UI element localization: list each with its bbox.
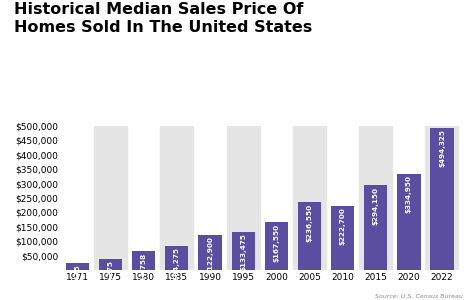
Text: $167,550: $167,550 bbox=[273, 224, 279, 262]
Text: $494,325: $494,325 bbox=[439, 129, 445, 167]
Bar bbox=[397, 173, 421, 270]
Bar bbox=[265, 222, 288, 270]
Bar bbox=[293, 126, 326, 270]
Bar bbox=[359, 126, 392, 270]
Text: $222,700: $222,700 bbox=[340, 208, 345, 245]
Text: $23,475: $23,475 bbox=[74, 264, 80, 297]
Text: Source: U.S. Census Bureau: Source: U.S. Census Bureau bbox=[375, 293, 463, 298]
Bar bbox=[198, 235, 222, 270]
Bar bbox=[132, 251, 155, 270]
Text: $64,758: $64,758 bbox=[141, 253, 146, 286]
Bar bbox=[94, 126, 127, 270]
Bar bbox=[165, 246, 189, 270]
Bar bbox=[160, 126, 193, 270]
Bar bbox=[227, 126, 260, 270]
Text: $236,550: $236,550 bbox=[307, 204, 313, 242]
Bar bbox=[232, 232, 255, 270]
Text: $334,950: $334,950 bbox=[406, 175, 412, 213]
Text: $122,900: $122,900 bbox=[207, 236, 213, 274]
Text: $133,475: $133,475 bbox=[240, 233, 246, 271]
Bar bbox=[99, 259, 122, 270]
Bar bbox=[298, 202, 321, 270]
Text: $39,275: $39,275 bbox=[108, 260, 114, 293]
Bar bbox=[425, 126, 459, 270]
Text: $84,275: $84,275 bbox=[174, 248, 180, 280]
Bar bbox=[66, 263, 89, 270]
Bar bbox=[331, 206, 354, 270]
Bar bbox=[431, 128, 453, 270]
Text: $294,150: $294,150 bbox=[373, 187, 379, 225]
Bar bbox=[364, 185, 388, 270]
Text: Historical Median Sales Price Of
Homes Sold In The United States: Historical Median Sales Price Of Homes S… bbox=[14, 2, 312, 34]
